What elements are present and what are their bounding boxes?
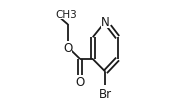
Text: CH3: CH3 [55, 9, 77, 19]
Text: Br: Br [99, 87, 112, 100]
Text: O: O [63, 41, 73, 54]
Text: O: O [75, 75, 85, 88]
Text: N: N [101, 16, 110, 29]
